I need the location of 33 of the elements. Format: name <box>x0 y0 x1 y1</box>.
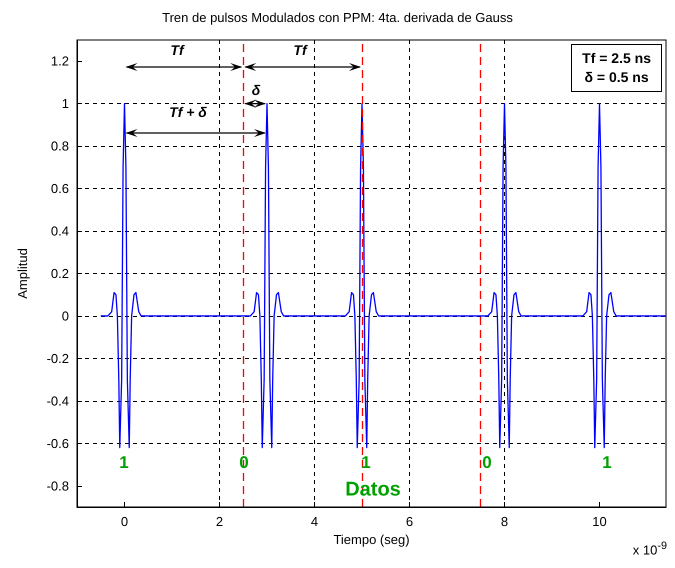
annotation: 1 <box>361 453 371 473</box>
y-tick-label: 0 <box>62 308 69 324</box>
annotation: δ <box>252 82 260 98</box>
y-tick-label: 0.4 <box>50 224 69 239</box>
annotation: Tf <box>170 42 184 58</box>
text: x 10$^{-9}$ <box>632 540 667 558</box>
annotation: δ = 0.5 ns <box>584 69 649 85</box>
y-tick-label: -0.4 <box>46 393 69 408</box>
x-tick-label: 8 <box>500 514 508 529</box>
annotation: Tf + δ <box>169 104 207 120</box>
x-tick-label: 10 <box>592 514 607 529</box>
x-tick-label: 2 <box>216 514 224 529</box>
x-tick-label: 4 <box>310 514 318 529</box>
x-tick-label: 0 <box>120 514 128 529</box>
annotation: 0 <box>239 453 249 473</box>
x-axis-title: Tiempo (seg) <box>333 532 410 547</box>
annotation: 1 <box>602 453 612 473</box>
annotation: 1 <box>119 453 129 473</box>
y-axis-title: Amplitud <box>15 248 30 299</box>
y-tick-label: 0.8 <box>50 138 69 154</box>
chart-title: Tren de pulsos Modulados con PPM: 4ta. derivada de Gauss <box>162 10 514 25</box>
annotation: Tf <box>293 42 307 58</box>
annotation: 0 <box>482 453 492 473</box>
annotation: Datos <box>345 478 401 502</box>
y-tick-label: -0.8 <box>46 478 69 494</box>
y-tick-label: 0.6 <box>50 181 69 196</box>
y-tick-label: 1 <box>62 96 69 112</box>
y-tick-label: -0.2 <box>46 350 69 366</box>
y-tick-label: 0.2 <box>50 266 69 281</box>
y-tick-label: -0.6 <box>46 436 69 451</box>
y-tick-label: 1.2 <box>50 54 69 69</box>
x-tick-label: 6 <box>406 514 414 529</box>
annotation: Tf = 2.5 ns <box>582 50 651 66</box>
